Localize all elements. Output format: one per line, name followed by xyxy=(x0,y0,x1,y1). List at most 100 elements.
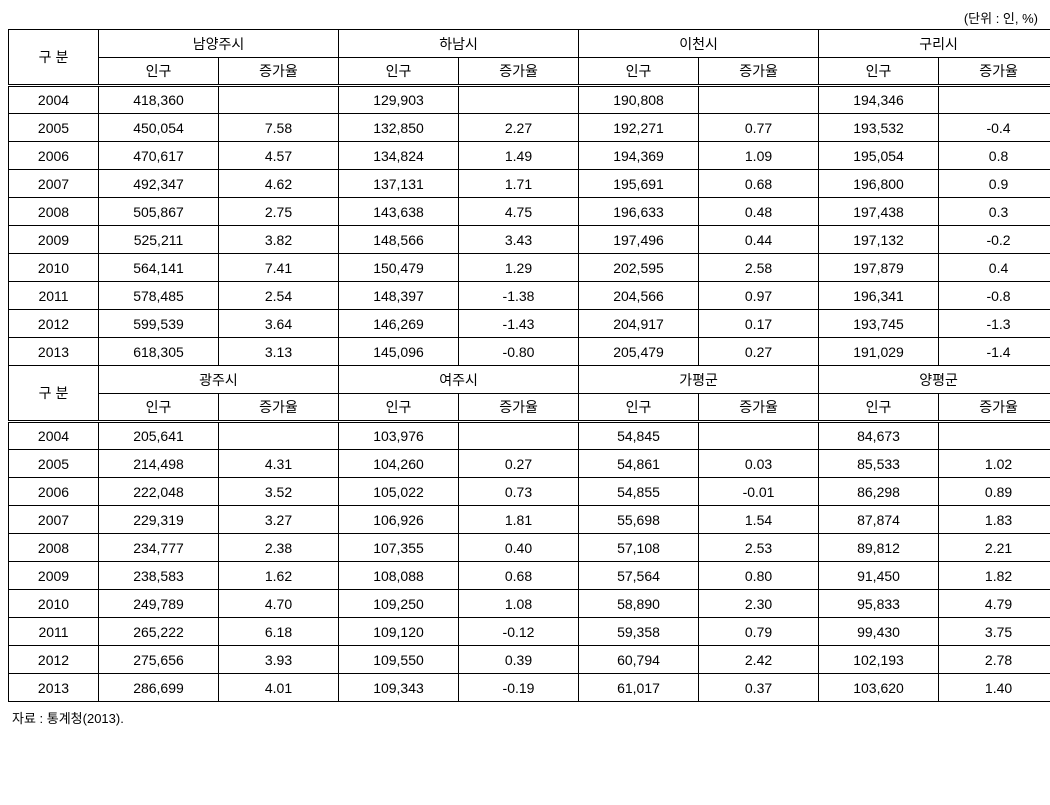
pop-cell: 107,355 xyxy=(339,534,459,562)
table-row: 2009238,5831.62108,0880.6857,5640.8091,4… xyxy=(9,562,1050,590)
pop-cell: 229,319 xyxy=(99,506,219,534)
growth-cell: 0.79 xyxy=(699,618,819,646)
pop-cell: 91,450 xyxy=(819,562,939,590)
pop-cell: 103,976 xyxy=(339,422,459,450)
pop-cell: 148,397 xyxy=(339,282,459,310)
pop-cell: 99,430 xyxy=(819,618,939,646)
table-row: 2008505,8672.75143,6384.75196,6330.48197… xyxy=(9,198,1050,226)
table-row: 2007229,3193.27106,9261.8155,6981.5487,8… xyxy=(9,506,1050,534)
growth-cell: -0.4 xyxy=(939,114,1050,142)
growth-cell: 1.29 xyxy=(459,254,579,282)
pop-cell: 190,808 xyxy=(579,86,699,114)
growth-cell: 1.09 xyxy=(699,142,819,170)
table-row: 2013618,3053.13145,096-0.80205,4790.2719… xyxy=(9,338,1050,366)
pop-cell: 57,108 xyxy=(579,534,699,562)
growth-cell: 3.52 xyxy=(219,478,339,506)
growth-cell: 0.80 xyxy=(699,562,819,590)
sub-header-pop: 인구 xyxy=(579,394,699,422)
growth-cell: 0.40 xyxy=(459,534,579,562)
pop-cell: 196,800 xyxy=(819,170,939,198)
pop-cell: 87,874 xyxy=(819,506,939,534)
growth-cell: 0.27 xyxy=(699,338,819,366)
section1-header-row-2: 인구 증가율 인구 증가율 인구 증가율 인구 증가율 xyxy=(9,58,1050,86)
growth-cell: 4.57 xyxy=(219,142,339,170)
city-header-6: 가평군 xyxy=(579,366,819,394)
pop-cell: 102,193 xyxy=(819,646,939,674)
year-cell: 2009 xyxy=(9,226,99,254)
growth-cell: 1.54 xyxy=(699,506,819,534)
growth-cell: -1.43 xyxy=(459,310,579,338)
pop-cell: 191,029 xyxy=(819,338,939,366)
sub-header-growth: 증가율 xyxy=(939,394,1050,422)
pop-cell: 192,271 xyxy=(579,114,699,142)
growth-cell: 3.75 xyxy=(939,618,1050,646)
growth-cell: 4.70 xyxy=(219,590,339,618)
growth-cell: 0.97 xyxy=(699,282,819,310)
pop-cell: 238,583 xyxy=(99,562,219,590)
growth-cell: 3.13 xyxy=(219,338,339,366)
pop-cell: 61,017 xyxy=(579,674,699,702)
year-cell: 2004 xyxy=(9,86,99,114)
growth-cell: 0.89 xyxy=(939,478,1050,506)
sub-header-pop: 인구 xyxy=(339,58,459,86)
section2-header-row-2: 인구 증가율 인구 증가율 인구 증가율 인구 증가율 xyxy=(9,394,1050,422)
pop-cell: 150,479 xyxy=(339,254,459,282)
pop-cell: 202,595 xyxy=(579,254,699,282)
pop-cell: 104,260 xyxy=(339,450,459,478)
sub-header-pop: 인구 xyxy=(579,58,699,86)
pop-cell: 146,269 xyxy=(339,310,459,338)
year-cell: 2009 xyxy=(9,562,99,590)
growth-cell: 0.48 xyxy=(699,198,819,226)
pop-cell: 525,211 xyxy=(99,226,219,254)
table-row: 2006470,6174.57134,8241.49194,3691.09195… xyxy=(9,142,1050,170)
year-cell: 2011 xyxy=(9,282,99,310)
growth-cell: 2.54 xyxy=(219,282,339,310)
growth-cell: 0.9 xyxy=(939,170,1050,198)
growth-cell: -1.3 xyxy=(939,310,1050,338)
growth-cell xyxy=(219,86,339,114)
pop-cell: 234,777 xyxy=(99,534,219,562)
table-row: 2013286,6994.01109,343-0.1961,0170.37103… xyxy=(9,674,1050,702)
pop-cell: 505,867 xyxy=(99,198,219,226)
sub-header-pop: 인구 xyxy=(339,394,459,422)
year-cell: 2008 xyxy=(9,198,99,226)
pop-cell: 103,620 xyxy=(819,674,939,702)
pop-cell: 60,794 xyxy=(579,646,699,674)
pop-cell: 89,812 xyxy=(819,534,939,562)
growth-cell: 2.78 xyxy=(939,646,1050,674)
pop-cell: 195,054 xyxy=(819,142,939,170)
year-cell: 2012 xyxy=(9,310,99,338)
growth-cell: 4.75 xyxy=(459,198,579,226)
pop-cell: 58,890 xyxy=(579,590,699,618)
growth-cell: 3.43 xyxy=(459,226,579,254)
growth-cell: 1.81 xyxy=(459,506,579,534)
table-row: 2006222,0483.52105,0220.7354,855-0.0186,… xyxy=(9,478,1050,506)
growth-cell: 4.79 xyxy=(939,590,1050,618)
sub-header-growth: 증가율 xyxy=(699,394,819,422)
pop-cell: 195,691 xyxy=(579,170,699,198)
city-header-0: 남양주시 xyxy=(99,30,339,58)
pop-cell: 197,879 xyxy=(819,254,939,282)
year-cell: 2004 xyxy=(9,422,99,450)
pop-cell: 197,496 xyxy=(579,226,699,254)
growth-cell: -0.12 xyxy=(459,618,579,646)
pop-cell: 57,564 xyxy=(579,562,699,590)
sub-header-pop: 인구 xyxy=(99,394,219,422)
year-cell: 2012 xyxy=(9,646,99,674)
city-header-1: 하남시 xyxy=(339,30,579,58)
growth-cell xyxy=(219,422,339,450)
pop-cell: 134,824 xyxy=(339,142,459,170)
growth-cell: 0.3 xyxy=(939,198,1050,226)
section1-header-row-1: 구 분 남양주시 하남시 이천시 구리시 xyxy=(9,30,1050,58)
pop-cell: 204,917 xyxy=(579,310,699,338)
table-row: 2011265,2226.18109,120-0.1259,3580.7999,… xyxy=(9,618,1050,646)
pop-cell: 109,550 xyxy=(339,646,459,674)
pop-cell: 137,131 xyxy=(339,170,459,198)
growth-cell: 0.77 xyxy=(699,114,819,142)
pop-cell: 196,341 xyxy=(819,282,939,310)
pop-cell: 194,369 xyxy=(579,142,699,170)
growth-cell: 2.38 xyxy=(219,534,339,562)
growth-cell: 3.82 xyxy=(219,226,339,254)
growth-cell: 3.27 xyxy=(219,506,339,534)
pop-cell: 205,641 xyxy=(99,422,219,450)
